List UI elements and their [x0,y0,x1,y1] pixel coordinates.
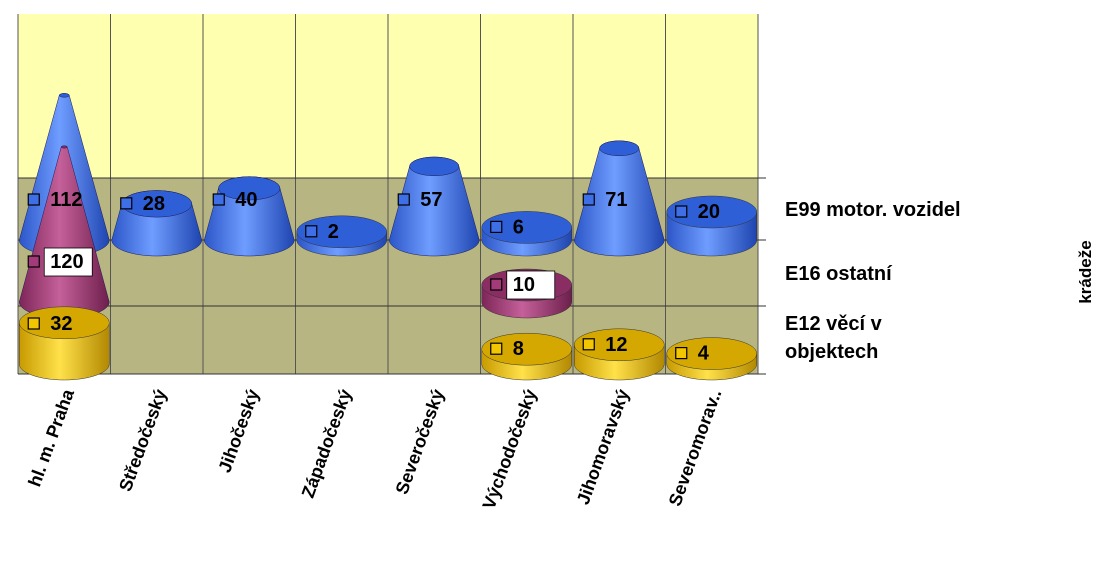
data-label: 2 [328,221,339,243]
data-label-box [43,247,93,277]
data-label: 6 [513,216,524,238]
data-mark [19,306,110,381]
data-mark [666,195,757,257]
category-label: hl. m. Praha [24,386,78,490]
data-label: 4 [698,343,710,365]
series-label: E99 motor. vozidel [785,199,961,221]
legend-key-square [490,342,503,355]
legend-key-square [305,225,318,238]
cylinder-top [666,195,757,229]
category-label: Severočeský [392,387,448,497]
legend-key-square [27,255,40,268]
data-label-box [506,270,556,300]
data-label: 120 [50,251,83,273]
data-mark [111,190,203,257]
cone-top [409,156,460,176]
data-label: 8 [513,338,524,360]
data-label: 32 [50,313,72,335]
series-label: E12 věcí v [785,313,883,335]
chart-marks [18,93,757,381]
data-label: 112 [50,189,82,211]
value-labels: 112 28 40 2 57 6 71 20 120 10 32 8 12 4 [27,189,720,365]
cylinder-top [481,332,572,366]
legend-key-square [397,193,410,206]
legend-key-square [582,193,595,206]
data-mark [573,140,665,257]
legend-key-square [675,205,688,218]
data-label: 40 [235,189,257,211]
series-labels: E99 motor. vozidel E16 ostatní E12 věcí v o… [785,199,961,363]
cone-top [59,93,70,98]
data-mark [388,156,480,257]
data-label: 12 [605,334,627,356]
cone-top [61,145,68,149]
category-label: Jihomoravský [573,387,633,508]
legend-key-square [27,193,40,206]
legend-key-square [675,347,688,360]
legend-key-square [120,197,133,210]
data-label: 71 [605,189,627,211]
category-label: Západočeský [298,387,356,501]
legend-key-square [582,338,595,351]
data-mark [296,215,387,257]
cylinder-top [19,306,110,340]
category-label: Středočeský [115,387,170,494]
category-label: Jihočeský [214,387,263,476]
axis-title: krádeže [1076,240,1095,303]
cone-top [599,140,640,157]
legend-key-square [27,317,40,330]
series-label: E16 ostatní [785,263,893,285]
cylinder-top [296,215,387,249]
series-label: objektech [785,341,878,363]
cylinder-top [481,211,572,244]
category-label: Východočeský [479,387,541,512]
data-label: 28 [143,193,165,215]
cone-top [218,176,281,201]
cylinder-body [19,322,110,381]
data-mark [481,211,572,257]
legend-key-square [212,193,225,206]
data-mark [481,332,572,381]
data-label: 57 [420,189,442,211]
legend-key-square [490,220,503,233]
legend-key-square [490,278,503,291]
cylinder-top [666,337,757,370]
data-label: 20 [698,201,720,223]
category-labels: hl. m. Praha Středočeský Jihočeský Západoče… [24,386,725,512]
data-mark [574,328,665,381]
category-label: Severomorav.. [665,387,726,509]
cylinder-top [574,328,665,362]
data-mark [666,337,757,381]
plot-background [17,14,766,375]
data-mark [203,176,295,257]
data-label: 10 [513,274,535,296]
